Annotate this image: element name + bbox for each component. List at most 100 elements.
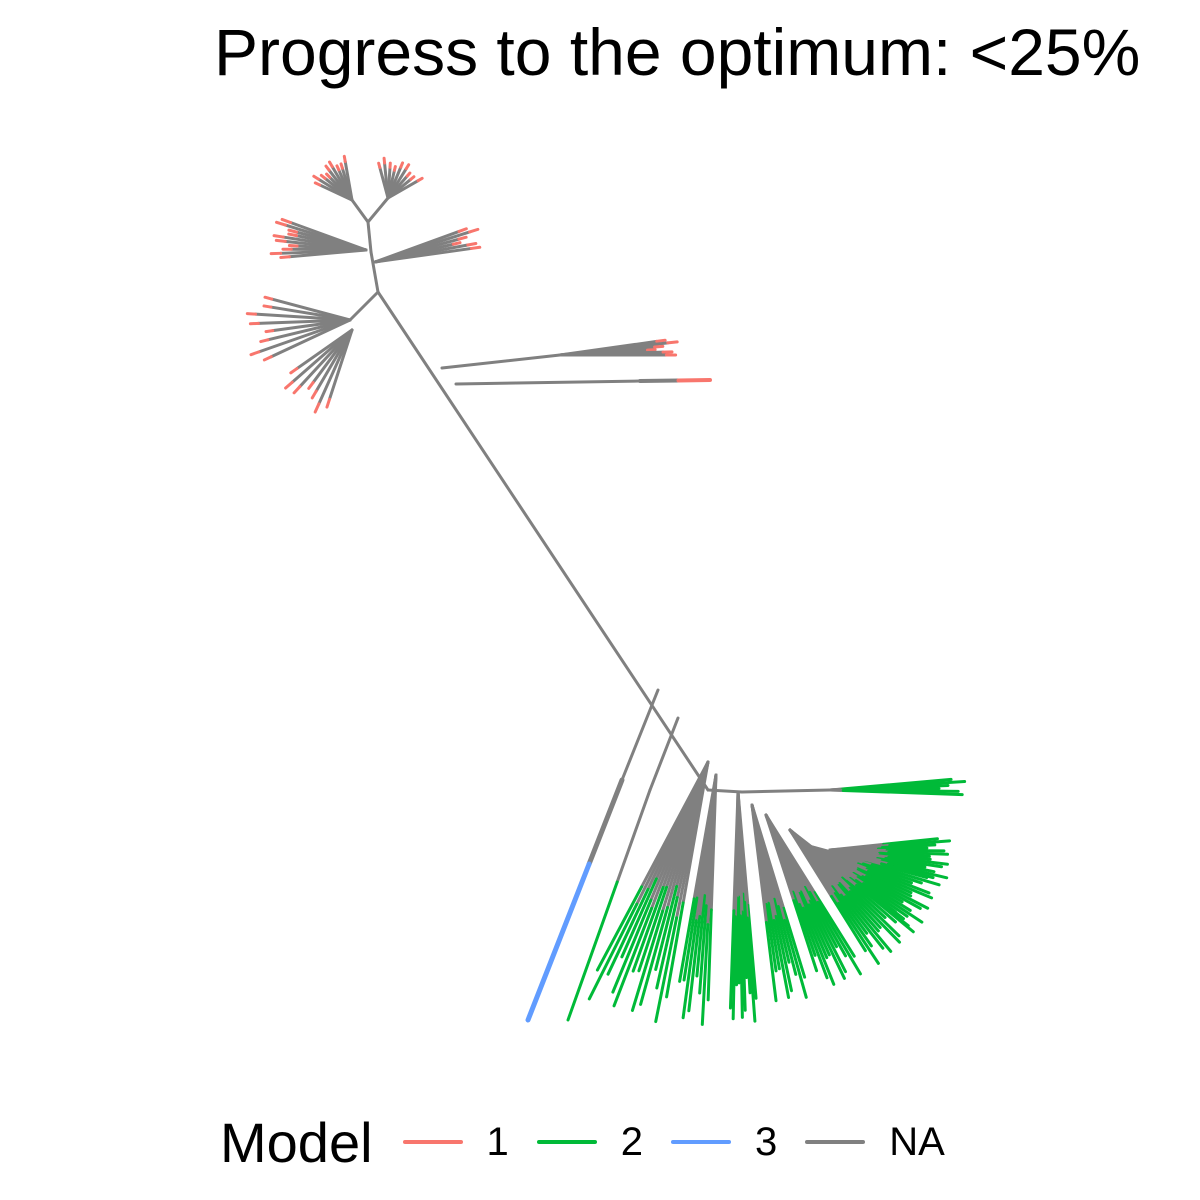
tree-branch xyxy=(654,884,679,971)
tree-branch xyxy=(776,905,798,976)
tree-branch xyxy=(595,885,644,972)
tree-branch xyxy=(525,861,592,1023)
tree-branch xyxy=(262,355,273,362)
tree-branch xyxy=(856,862,913,885)
tree-branch xyxy=(270,297,352,322)
tree-branch xyxy=(587,902,639,1001)
tree-branch xyxy=(377,161,382,169)
tree-branch xyxy=(350,198,370,224)
tree-branch xyxy=(888,839,952,847)
tree-branch xyxy=(886,862,949,880)
tree-branch xyxy=(766,901,781,971)
tree-branch xyxy=(808,890,848,958)
tree-branch xyxy=(655,338,667,343)
tree-branch xyxy=(638,378,681,383)
tree-branch xyxy=(325,172,332,179)
tree-branch xyxy=(731,915,737,1021)
tree-branch xyxy=(735,896,739,987)
tree-branch xyxy=(741,892,749,980)
tree-branch xyxy=(687,914,702,1013)
tree-branch xyxy=(264,329,275,334)
tree-branch xyxy=(861,882,924,924)
tree-branch xyxy=(256,318,352,325)
tree-branch xyxy=(279,255,291,259)
tree-branch xyxy=(864,875,930,910)
tree-branch xyxy=(639,905,670,1006)
tree-branch xyxy=(348,290,380,322)
tree-branch xyxy=(274,238,287,243)
tree-branch xyxy=(287,228,299,234)
legend-key-2 xyxy=(536,1140,597,1144)
tree-branch xyxy=(280,217,293,225)
tree-branch xyxy=(404,163,411,171)
legend-key-3 xyxy=(671,1140,732,1144)
legend: Model 1 2 3 NA xyxy=(220,1110,973,1174)
tree-branch xyxy=(373,246,473,264)
tree-branch xyxy=(852,871,904,904)
tree-branch xyxy=(772,897,791,964)
tree-branch xyxy=(682,896,699,982)
legend-item-3: 3 xyxy=(671,1120,777,1165)
tree-branch xyxy=(313,402,321,414)
tree-branch xyxy=(870,863,941,887)
tree-branch xyxy=(263,295,274,301)
legend-item-2: 2 xyxy=(536,1120,643,1165)
chart-title: Progress to the optimum: <25% xyxy=(214,15,1141,89)
tree-branch xyxy=(366,220,373,254)
tree-branch xyxy=(843,895,893,953)
tree-branch xyxy=(887,855,949,866)
tree-branch xyxy=(307,381,315,390)
legend-label-3: 3 xyxy=(755,1119,778,1164)
tree-branch xyxy=(615,788,652,884)
tree-branch xyxy=(648,716,680,792)
legend-item-na: NA xyxy=(805,1120,945,1165)
tree-branch xyxy=(855,883,910,928)
legend-item-1: 1 xyxy=(402,1119,509,1165)
tree-branch xyxy=(813,891,856,958)
tree-branch xyxy=(416,176,424,183)
tree-branch xyxy=(875,857,927,869)
tree-branch xyxy=(728,909,736,1010)
tree-branch xyxy=(259,338,270,344)
tree-branch xyxy=(792,899,819,973)
tree-branch xyxy=(839,893,885,950)
tree-branch xyxy=(310,389,318,400)
tree-branch xyxy=(764,813,796,903)
tree-branch xyxy=(637,885,669,973)
tree-branch xyxy=(695,894,707,978)
tree-branch xyxy=(828,848,884,866)
tree-branch xyxy=(797,891,829,960)
tree-branch xyxy=(706,908,713,1002)
tree-branch xyxy=(803,885,839,949)
tree-branch xyxy=(829,894,867,953)
tree-branch xyxy=(764,903,778,973)
tree-branch xyxy=(666,340,679,345)
tree-branch xyxy=(366,196,390,224)
tree-branch xyxy=(376,290,710,792)
tree-branch xyxy=(807,903,846,980)
tree-branch xyxy=(865,867,931,895)
tree-branch xyxy=(732,790,740,913)
tree-branch xyxy=(764,920,778,1003)
tree-branch xyxy=(292,385,302,395)
tree-branch xyxy=(257,318,352,354)
tree-branch xyxy=(830,885,869,935)
tree-branch xyxy=(339,162,344,170)
tree-branch xyxy=(803,843,859,887)
tree-branch xyxy=(880,859,936,874)
tree-branch xyxy=(611,898,653,994)
tree-branch xyxy=(848,886,901,938)
tree-branch xyxy=(837,883,880,933)
tree-branch xyxy=(783,918,808,999)
tree-branch xyxy=(746,903,758,1000)
legend-label-na: NA xyxy=(889,1119,945,1164)
tree-branch xyxy=(880,843,937,849)
legend-label-1: 1 xyxy=(486,1119,509,1164)
tree-branch xyxy=(848,876,897,914)
tree-branch xyxy=(654,916,679,1024)
tree-branch xyxy=(245,312,258,316)
tree-branch xyxy=(740,788,832,794)
tree-branch xyxy=(750,803,768,924)
tree-branch xyxy=(840,876,887,919)
tree-branch xyxy=(457,227,468,233)
